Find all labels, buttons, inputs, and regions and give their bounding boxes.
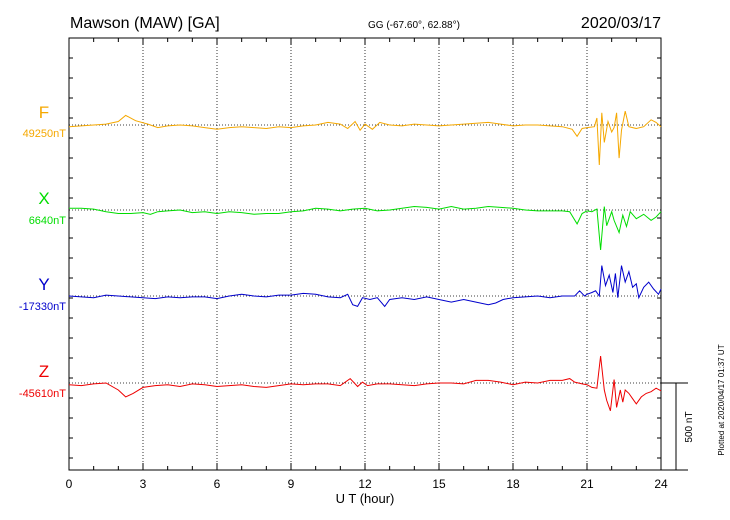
vertical-gridlines	[142, 38, 588, 470]
channel-baseline-z: -45610nT	[19, 388, 66, 400]
x-tick-label-6: 6	[214, 477, 221, 491]
series-line-y	[68, 265, 662, 308]
x-tick-label-3: 3	[140, 477, 147, 491]
plotted-at-note: Plotted at 2020/04/17 01:37 UT	[717, 344, 726, 455]
channel-baseline-y: -17330nT	[19, 301, 66, 313]
channel-labels: F 49250nT X 6640nT Y -17330nT Z -45610nT	[19, 103, 66, 400]
date-label: 2020/03/17	[581, 15, 661, 32]
channel-name-x: X	[38, 189, 49, 208]
station-title: Mawson (MAW) [GA]	[70, 15, 220, 32]
x-tick-labels: 0 3 6 9 12 15 18 21 24	[66, 477, 668, 491]
channel-name-y: Y	[38, 275, 49, 294]
series-layer	[68, 110, 662, 411]
channel-name-f: F	[39, 103, 49, 122]
channel-baseline-f: 49250nT	[23, 128, 67, 140]
scale-bar: 500 nT	[661, 382, 695, 471]
x-tick-label-15: 15	[432, 477, 446, 491]
x-axis-ticks	[68, 38, 662, 470]
series-line-f	[68, 110, 662, 166]
x-tick-label-12: 12	[358, 477, 372, 491]
channel-name-z: Z	[39, 362, 49, 381]
x-tick-label-24: 24	[654, 477, 668, 491]
channel-baseline-x: 6640nT	[29, 215, 67, 227]
x-tick-label-9: 9	[288, 477, 295, 491]
x-tick-label-0: 0	[66, 477, 73, 491]
x-axis-label: U T (hour)	[336, 491, 395, 506]
series-line-z	[68, 355, 662, 411]
series-line-x	[69, 205, 662, 251]
scale-bar-label: 500 nT	[684, 411, 695, 442]
x-tick-label-21: 21	[580, 477, 594, 491]
coordinates-label: GG (-67.60°, 62.88°)	[368, 20, 460, 31]
x-tick-label-18: 18	[506, 477, 520, 491]
